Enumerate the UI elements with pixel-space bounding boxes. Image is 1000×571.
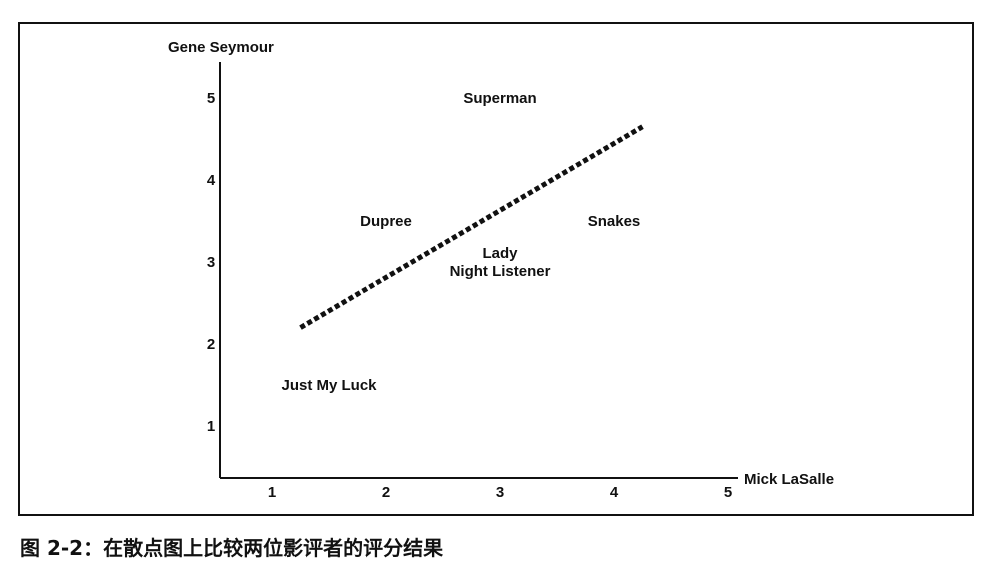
chart-frame bbox=[18, 22, 974, 516]
tick-labels: 1 2 3 4 5 1 2 3 4 5 bbox=[207, 90, 732, 501]
point-label: Snakes bbox=[588, 213, 641, 230]
point-label: Dupree bbox=[360, 213, 412, 230]
y-tick-label: 1 bbox=[207, 418, 215, 435]
x-tick-label: 1 bbox=[268, 484, 276, 501]
x-tick-label: 3 bbox=[496, 484, 504, 501]
trendline-group bbox=[299, 124, 644, 330]
y-tick-label: 4 bbox=[207, 172, 216, 189]
y-tick-label: 5 bbox=[207, 90, 215, 107]
y-tick-label: 2 bbox=[207, 336, 215, 353]
x-tick-label: 4 bbox=[610, 484, 619, 501]
y-tick-label: 3 bbox=[207, 254, 215, 271]
x-tick-label: 2 bbox=[382, 484, 390, 501]
trendline bbox=[299, 124, 644, 330]
point-label: Superman bbox=[463, 90, 536, 107]
y-axis-title: Gene Seymour bbox=[168, 39, 274, 56]
point-label: Just My Luck bbox=[281, 377, 377, 394]
x-axis-title: Mick LaSalle bbox=[744, 471, 834, 488]
scatter-plot: 1 2 3 4 5 1 2 3 4 5 Gene Seymour Mick LaSalle Sup… bbox=[168, 39, 834, 501]
point-label: Lady bbox=[482, 245, 518, 262]
x-tick-label: 5 bbox=[724, 484, 732, 501]
point-label: Night Listener bbox=[450, 263, 551, 280]
figure-caption: 图 2-2：在散点图上比较两位影评者的评分结果 bbox=[20, 536, 444, 560]
axes bbox=[219, 62, 738, 479]
